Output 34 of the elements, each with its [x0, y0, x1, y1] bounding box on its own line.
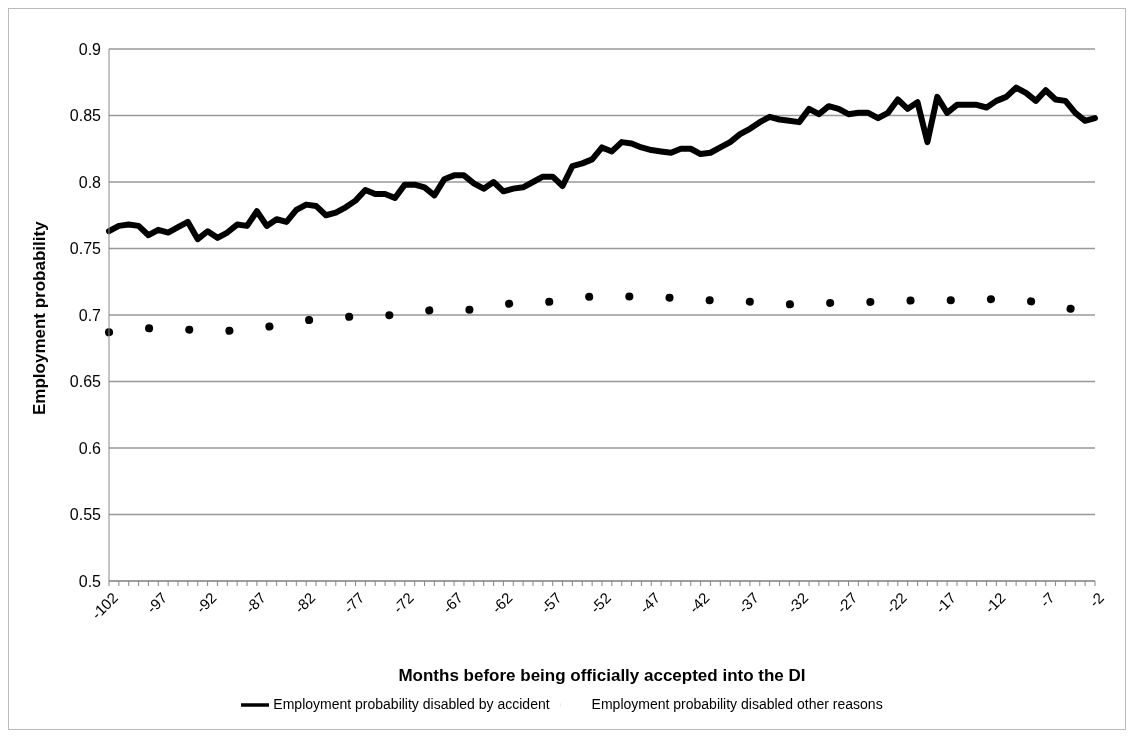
y-tick-label: 0.85 — [69, 107, 102, 125]
x-tick-label: -67 — [438, 589, 467, 617]
x-tick-label: -72 — [389, 589, 417, 617]
x-tick-label: -92 — [192, 589, 220, 617]
y-tick-label: 0.75 — [69, 240, 102, 258]
legend-label: Employment probability disabled other reasons — [591, 695, 883, 712]
y-tick-label: 0.7 — [78, 306, 102, 324]
y-tick-label: 0.55 — [69, 506, 102, 524]
x-tick-label: -47 — [635, 589, 664, 617]
x-axis-title: Months before being officially accepted into the DI — [398, 666, 806, 685]
x-tick-label: -97 — [142, 589, 171, 617]
x-tick-label: -7 — [1036, 589, 1058, 611]
y-tick-label: 0.65 — [69, 373, 102, 391]
x-tick-label: -57 — [537, 589, 565, 617]
x-tick-label: -17 — [931, 589, 960, 617]
x-tick-label: -87 — [241, 589, 269, 617]
x-tick-label: -37 — [734, 589, 762, 617]
y-tick-label: 0.5 — [78, 572, 102, 590]
x-tick-label: -12 — [981, 589, 1009, 617]
y-tick-label: 0.6 — [78, 439, 102, 457]
x-tick-label: -102 — [87, 589, 122, 623]
x-tick-label: -22 — [882, 589, 910, 617]
x-tick-label: -27 — [833, 589, 861, 617]
legend-label: Employment probability disabled by accident — [273, 695, 550, 712]
x-tick-label: -32 — [783, 589, 812, 617]
x-tick-label: -2 — [1085, 589, 1108, 611]
y-tick-label: 0.9 — [78, 40, 102, 58]
x-tick-label: -42 — [685, 589, 713, 617]
y-tick-label: 0.8 — [78, 173, 102, 191]
x-tick-label: -82 — [290, 589, 319, 617]
x-tick-label: -77 — [340, 589, 368, 617]
y-axis-title: Employment probability — [30, 220, 50, 415]
x-tick-label: -52 — [586, 589, 615, 617]
x-tick-label: -62 — [488, 589, 516, 617]
